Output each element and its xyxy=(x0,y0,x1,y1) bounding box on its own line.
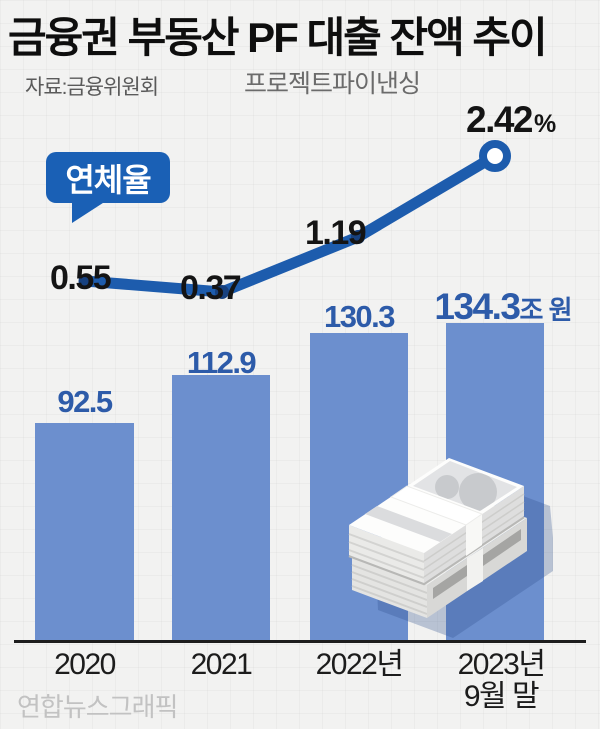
x-label-2022: 2022년 xyxy=(315,648,404,681)
subtitle-label: 프로젝트파이낸싱 xyxy=(244,70,421,98)
line-value-2021: 0.37 xyxy=(180,269,242,307)
line-legend-badge: 연체율 xyxy=(46,152,170,223)
bar-value-unit: 조 원 xyxy=(519,295,573,325)
line-value-2023: 2.42% xyxy=(466,99,556,141)
source-label: 자료:금융위원회 xyxy=(25,76,159,99)
bar-2022 xyxy=(310,333,408,640)
credit-label: 연합뉴스그래픽 xyxy=(17,692,178,722)
line-value-2020: 0.55 xyxy=(50,259,112,297)
line-legend-label: 연체율 xyxy=(65,161,151,198)
end-point-ring xyxy=(479,140,511,172)
bar-value-2023: 134.3조 원 xyxy=(428,286,578,328)
line-value-2022: 1.19 xyxy=(305,214,367,252)
page-title: 금융권 부동산 PF 대출 잔액 추이 xyxy=(8,14,548,61)
bar-2020 xyxy=(35,423,134,640)
bar-value-2021: 112.9 xyxy=(186,345,257,380)
bar-2021 xyxy=(172,375,270,640)
bar-value-2020: 92.5 xyxy=(57,384,113,419)
bar-value-2023-number: 134.3 xyxy=(434,286,521,327)
x-label-2023-line1: 2023년 xyxy=(457,648,546,681)
line-value-unit: % xyxy=(534,110,556,138)
x-label-2023-line2: 9월 말 xyxy=(463,680,540,713)
x-label-2021: 2021 xyxy=(190,648,253,681)
x-axis-line xyxy=(14,640,586,643)
bar-2023 xyxy=(446,323,544,640)
bar-value-2022: 130.3 xyxy=(323,299,396,334)
speech-bubble-tail xyxy=(72,201,106,223)
line-value-2023-number: 2.42 xyxy=(466,99,534,140)
x-label-2020: 2020 xyxy=(54,648,116,681)
x-label-2023: 2023년 9월 말 xyxy=(436,649,566,713)
